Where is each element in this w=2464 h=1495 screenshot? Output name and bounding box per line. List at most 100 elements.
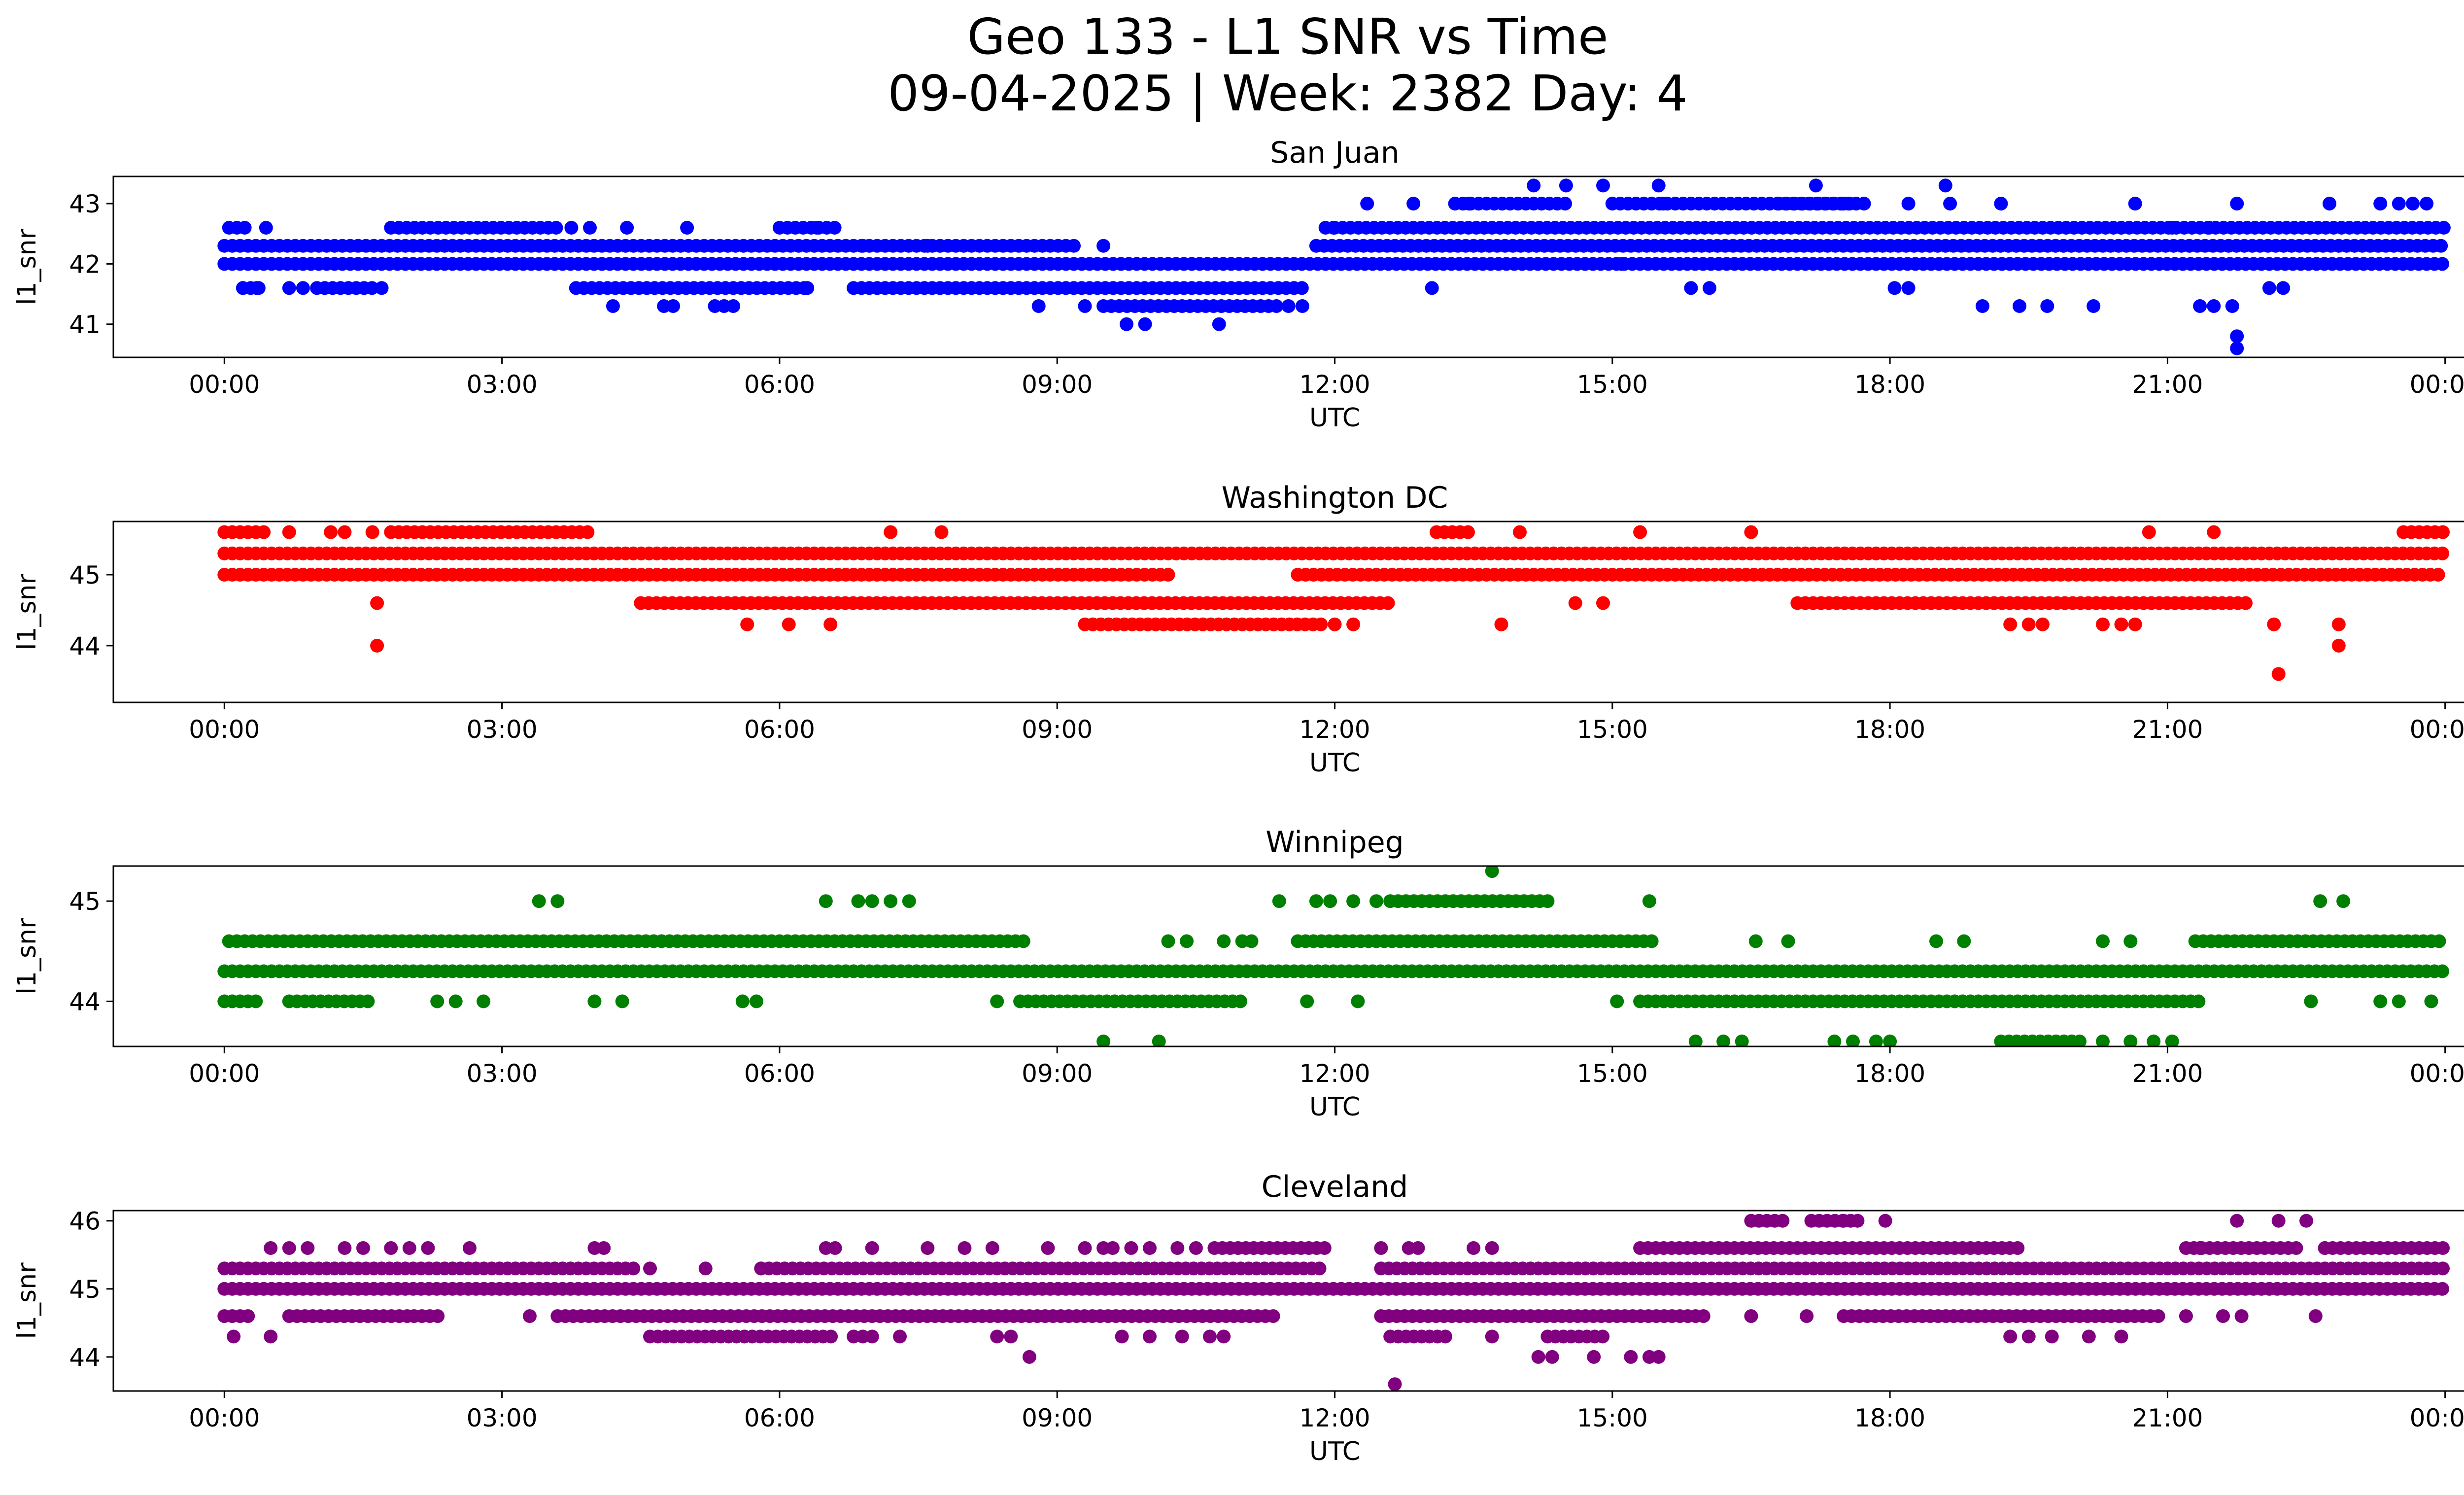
data-point xyxy=(1850,1214,1865,1228)
data-point xyxy=(282,525,296,539)
y-tick-label: 41 xyxy=(69,311,101,339)
data-point xyxy=(1461,525,1475,539)
data-point xyxy=(2434,239,2448,253)
data-point xyxy=(1531,1350,1545,1364)
data-point xyxy=(1559,178,1573,193)
data-point xyxy=(1175,1329,1189,1344)
data-point xyxy=(1217,934,1231,948)
figure-title-line-1: Geo 133 - L1 SNR vs Time xyxy=(967,8,1608,66)
data-point xyxy=(2013,299,2026,313)
data-point xyxy=(1115,1329,1129,1344)
data-point xyxy=(1314,617,1328,631)
data-point xyxy=(264,1241,278,1255)
x-tick-label: 06:00 xyxy=(744,1059,815,1088)
data-point xyxy=(1827,1034,1842,1046)
y-tick-label: 44 xyxy=(69,632,101,661)
data-point xyxy=(2435,546,2449,560)
data-point xyxy=(1300,994,1314,1008)
data-point xyxy=(1022,1350,1036,1364)
data-point xyxy=(1369,894,1383,908)
data-point xyxy=(851,894,865,908)
x-tick-label: 09:00 xyxy=(1022,715,1093,744)
data-point xyxy=(2431,567,2445,582)
data-point xyxy=(1943,197,1957,211)
data-point xyxy=(1744,525,1758,539)
data-point xyxy=(2128,617,2142,631)
y-tick-label: 43 xyxy=(69,190,101,218)
y-tick-label: 42 xyxy=(69,250,101,278)
data-point xyxy=(2331,617,2346,631)
data-point xyxy=(1244,934,1259,948)
data-point xyxy=(2128,197,2142,211)
data-point xyxy=(884,525,898,539)
data-point xyxy=(2147,1034,2161,1046)
data-point xyxy=(550,894,565,908)
data-point xyxy=(2308,1309,2323,1323)
y-tick-label: 44 xyxy=(69,988,101,1016)
data-point xyxy=(865,1241,879,1255)
data-point xyxy=(1328,617,1342,631)
x-tick-label: 03:00 xyxy=(467,715,538,744)
data-point xyxy=(1614,257,1629,271)
x-tick-label: 12:00 xyxy=(1299,1404,1370,1432)
x-tick-label: 21:00 xyxy=(2132,1059,2203,1088)
data-point xyxy=(1494,617,1508,631)
data-point xyxy=(2151,1309,2165,1323)
data-point xyxy=(1323,894,1337,908)
data-point xyxy=(1846,1034,1860,1046)
data-point xyxy=(402,1241,416,1255)
data-point xyxy=(1800,1309,1814,1323)
data-point xyxy=(1696,1309,1711,1323)
data-point xyxy=(828,1241,842,1255)
subplot-title: San Juan xyxy=(1270,136,1399,170)
data-point xyxy=(1781,934,1795,948)
data-point xyxy=(1161,567,1175,582)
data-point xyxy=(824,1329,838,1344)
data-point xyxy=(2193,1241,2207,1255)
x-tick-label: 15:00 xyxy=(1577,370,1648,399)
data-point xyxy=(726,299,740,313)
data-point xyxy=(259,221,273,235)
data-point xyxy=(549,221,563,235)
data-point xyxy=(1938,178,1952,193)
data-point xyxy=(1217,1329,1231,1344)
figure-title-line-2: 09-04-2025 | Week: 2382 Day: 4 xyxy=(888,65,1688,122)
data-point xyxy=(431,1309,445,1323)
data-point xyxy=(338,525,352,539)
data-point xyxy=(2207,299,2221,313)
data-point xyxy=(1883,1034,1897,1046)
data-point xyxy=(477,994,491,1008)
data-point xyxy=(375,281,389,295)
data-point xyxy=(1776,1214,1790,1228)
data-point xyxy=(2114,1329,2128,1344)
data-point xyxy=(1346,894,1361,908)
data-point xyxy=(1558,197,1572,211)
data-point xyxy=(2011,1241,2025,1255)
data-point xyxy=(1467,1241,1481,1255)
data-point xyxy=(2191,994,2206,1008)
x-tick-label: 15:00 xyxy=(1577,1059,1648,1088)
data-point xyxy=(2436,1261,2450,1276)
data-point xyxy=(1744,1309,1758,1323)
subplot-washington-dc: 00:00 03:00 06:00 09:00 12:00 15:00 18:00 21:00… xyxy=(12,481,2464,778)
data-point xyxy=(1485,866,1499,878)
data-point xyxy=(827,221,842,235)
data-point xyxy=(296,281,310,295)
data-point xyxy=(2021,1329,2036,1344)
data-point xyxy=(2262,281,2276,295)
data-point xyxy=(384,1241,398,1255)
y-tick-label: 45 xyxy=(69,1275,101,1304)
data-point xyxy=(1078,299,1092,313)
data-point xyxy=(2373,994,2388,1008)
data-point xyxy=(2373,197,2388,211)
data-point xyxy=(2207,525,2221,539)
data-point xyxy=(2230,197,2244,211)
x-tick-label: 06:00 xyxy=(744,1404,815,1432)
data-point xyxy=(1360,197,1374,211)
data-point xyxy=(2271,1214,2286,1228)
data-point xyxy=(2289,1241,2303,1255)
data-point xyxy=(1180,934,1194,948)
x-tick-label: 03:00 xyxy=(467,1059,538,1088)
data-point xyxy=(1975,299,1989,313)
